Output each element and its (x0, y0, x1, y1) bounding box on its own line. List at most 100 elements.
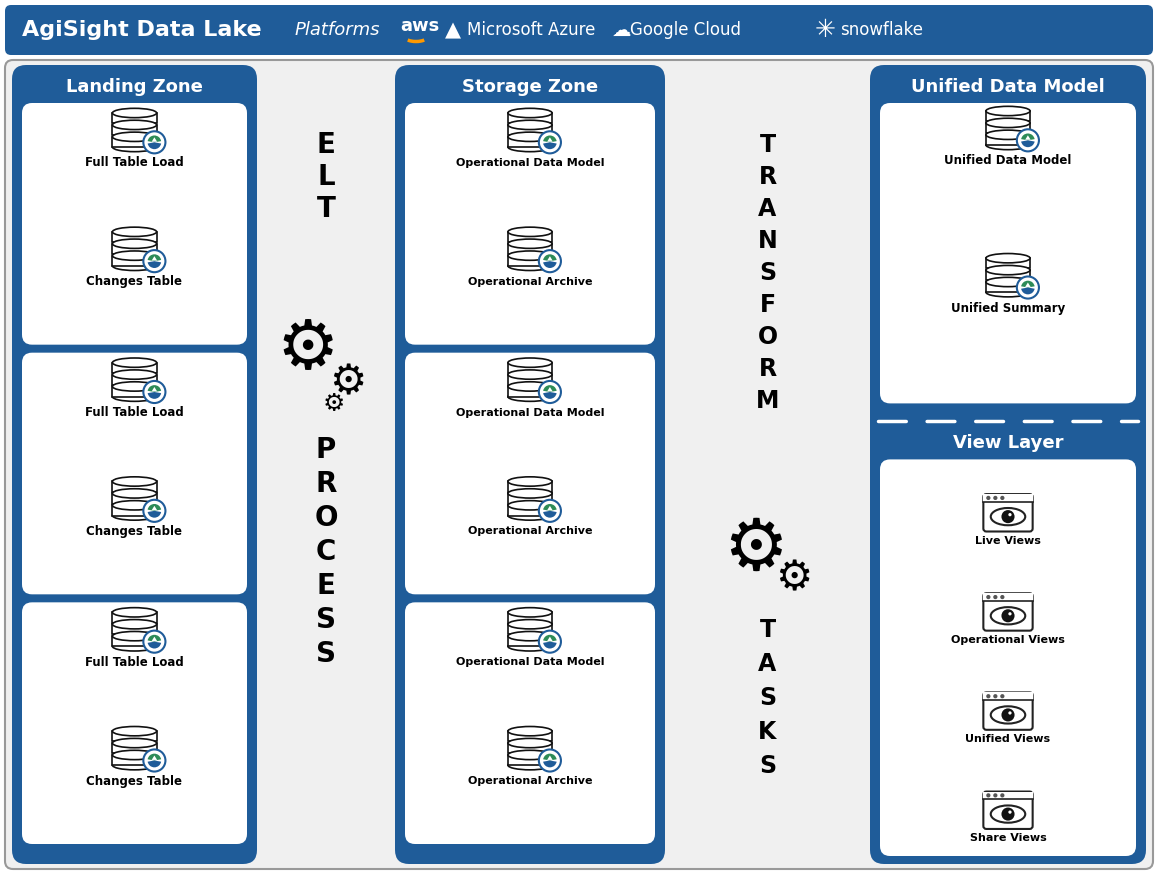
Wedge shape (543, 510, 557, 517)
Polygon shape (112, 624, 156, 635)
Polygon shape (112, 232, 156, 242)
Circle shape (1002, 609, 1014, 622)
Wedge shape (543, 385, 557, 392)
Ellipse shape (112, 510, 156, 520)
Polygon shape (112, 743, 156, 753)
Polygon shape (983, 593, 1033, 601)
Circle shape (144, 131, 166, 153)
Wedge shape (147, 635, 161, 642)
Polygon shape (985, 258, 1031, 268)
Wedge shape (147, 504, 161, 510)
Ellipse shape (112, 261, 156, 271)
Ellipse shape (985, 266, 1031, 274)
FancyBboxPatch shape (405, 103, 655, 344)
Polygon shape (112, 386, 156, 397)
Polygon shape (508, 244, 552, 254)
Polygon shape (152, 755, 157, 760)
Text: Landing Zone: Landing Zone (66, 78, 203, 96)
Wedge shape (543, 504, 557, 510)
Circle shape (538, 749, 560, 772)
Ellipse shape (112, 620, 156, 629)
Text: ▲: ▲ (445, 20, 461, 40)
Text: Operational Archive: Operational Archive (468, 277, 592, 287)
Polygon shape (152, 506, 157, 510)
Text: Full Table Load: Full Table Load (86, 406, 184, 420)
FancyBboxPatch shape (983, 792, 1033, 829)
Text: E: E (316, 131, 336, 159)
Polygon shape (1025, 135, 1031, 140)
Polygon shape (152, 137, 157, 142)
FancyBboxPatch shape (5, 60, 1153, 869)
Polygon shape (547, 387, 552, 392)
Wedge shape (543, 135, 557, 142)
Text: M: M (756, 389, 779, 413)
Text: O: O (314, 504, 338, 532)
Text: Changes Table: Changes Table (87, 774, 183, 787)
Ellipse shape (112, 607, 156, 617)
Ellipse shape (112, 631, 156, 641)
Text: T: T (760, 133, 776, 157)
Text: Unified Data Model: Unified Data Model (944, 155, 1071, 168)
Ellipse shape (112, 370, 156, 379)
Circle shape (987, 694, 990, 698)
Wedge shape (147, 642, 161, 649)
Text: Unified Data Model: Unified Data Model (911, 78, 1105, 96)
Ellipse shape (508, 382, 552, 392)
Ellipse shape (991, 706, 1025, 724)
Circle shape (994, 595, 997, 600)
Text: AgiSight Data Lake: AgiSight Data Lake (22, 20, 262, 40)
Text: Changes Table: Changes Table (87, 525, 183, 538)
Ellipse shape (508, 227, 552, 237)
Wedge shape (543, 254, 557, 261)
Text: Unified Views: Unified Views (966, 734, 1050, 744)
Ellipse shape (112, 132, 156, 142)
Circle shape (987, 496, 990, 500)
Text: S: S (316, 606, 336, 634)
Ellipse shape (112, 239, 156, 248)
Polygon shape (112, 755, 156, 765)
Polygon shape (152, 387, 157, 392)
FancyBboxPatch shape (983, 593, 1033, 631)
Text: snowflake: snowflake (840, 21, 923, 39)
Ellipse shape (508, 132, 552, 142)
Ellipse shape (508, 739, 552, 748)
Text: ✳: ✳ (815, 18, 836, 42)
Ellipse shape (508, 489, 552, 498)
Ellipse shape (112, 108, 156, 118)
Ellipse shape (112, 489, 156, 498)
Polygon shape (112, 482, 156, 492)
Ellipse shape (991, 806, 1025, 822)
Circle shape (1002, 708, 1014, 721)
FancyBboxPatch shape (22, 353, 247, 594)
Ellipse shape (508, 370, 552, 379)
Circle shape (1009, 711, 1012, 715)
Circle shape (1002, 510, 1014, 524)
Circle shape (994, 794, 997, 797)
Polygon shape (508, 125, 552, 135)
Polygon shape (985, 270, 1031, 281)
Text: S: S (758, 754, 776, 778)
FancyBboxPatch shape (983, 494, 1033, 531)
Text: A: A (758, 197, 777, 221)
Wedge shape (147, 760, 161, 767)
Polygon shape (547, 506, 552, 510)
Wedge shape (147, 261, 161, 268)
Ellipse shape (508, 642, 552, 651)
Ellipse shape (508, 392, 552, 401)
Ellipse shape (508, 239, 552, 248)
Polygon shape (983, 792, 1033, 799)
Circle shape (1001, 694, 1004, 698)
Ellipse shape (508, 750, 552, 760)
Wedge shape (147, 385, 161, 392)
Circle shape (1001, 794, 1004, 797)
Circle shape (144, 631, 166, 653)
Text: Full Table Load: Full Table Load (86, 156, 184, 170)
Circle shape (538, 631, 560, 653)
Ellipse shape (112, 750, 156, 760)
Ellipse shape (112, 121, 156, 129)
Circle shape (987, 794, 990, 797)
Text: T: T (760, 618, 776, 642)
Polygon shape (508, 624, 552, 635)
Text: Storage Zone: Storage Zone (462, 78, 598, 96)
FancyBboxPatch shape (870, 65, 1146, 864)
